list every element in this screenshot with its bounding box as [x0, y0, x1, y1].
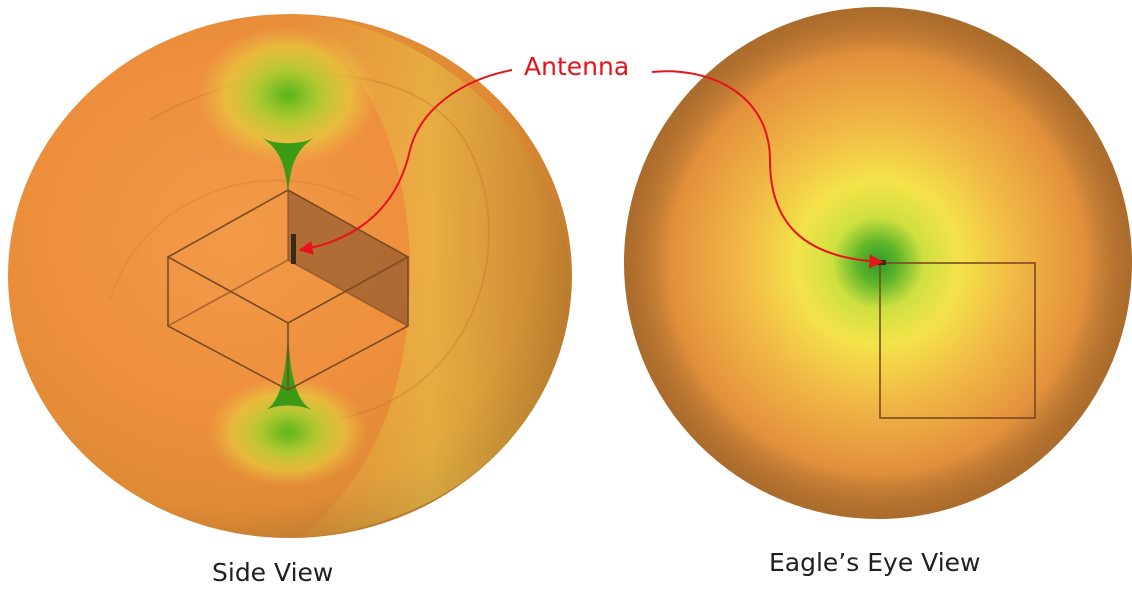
side-view-caption: Side View	[212, 558, 334, 587]
antenna-box-top	[879, 262, 1036, 419]
antenna-arrow-to-side-view	[298, 69, 513, 255]
eagles-eye-view-pattern	[624, 7, 1132, 519]
bottom-null-funnel	[266, 330, 312, 410]
top-null-funnel	[262, 138, 314, 195]
top-null-glow	[198, 25, 378, 165]
antenna-label: Antenna	[524, 52, 630, 81]
antenna-element-side	[291, 234, 296, 264]
eagles-eye-view-caption: Eagle’s Eye View	[769, 548, 981, 577]
side-view-pattern	[8, 14, 572, 538]
antenna-box-shaded-face	[288, 190, 408, 326]
bottom-null-glow	[208, 377, 368, 487]
antenna-arrow-to-top-view	[651, 70, 884, 269]
